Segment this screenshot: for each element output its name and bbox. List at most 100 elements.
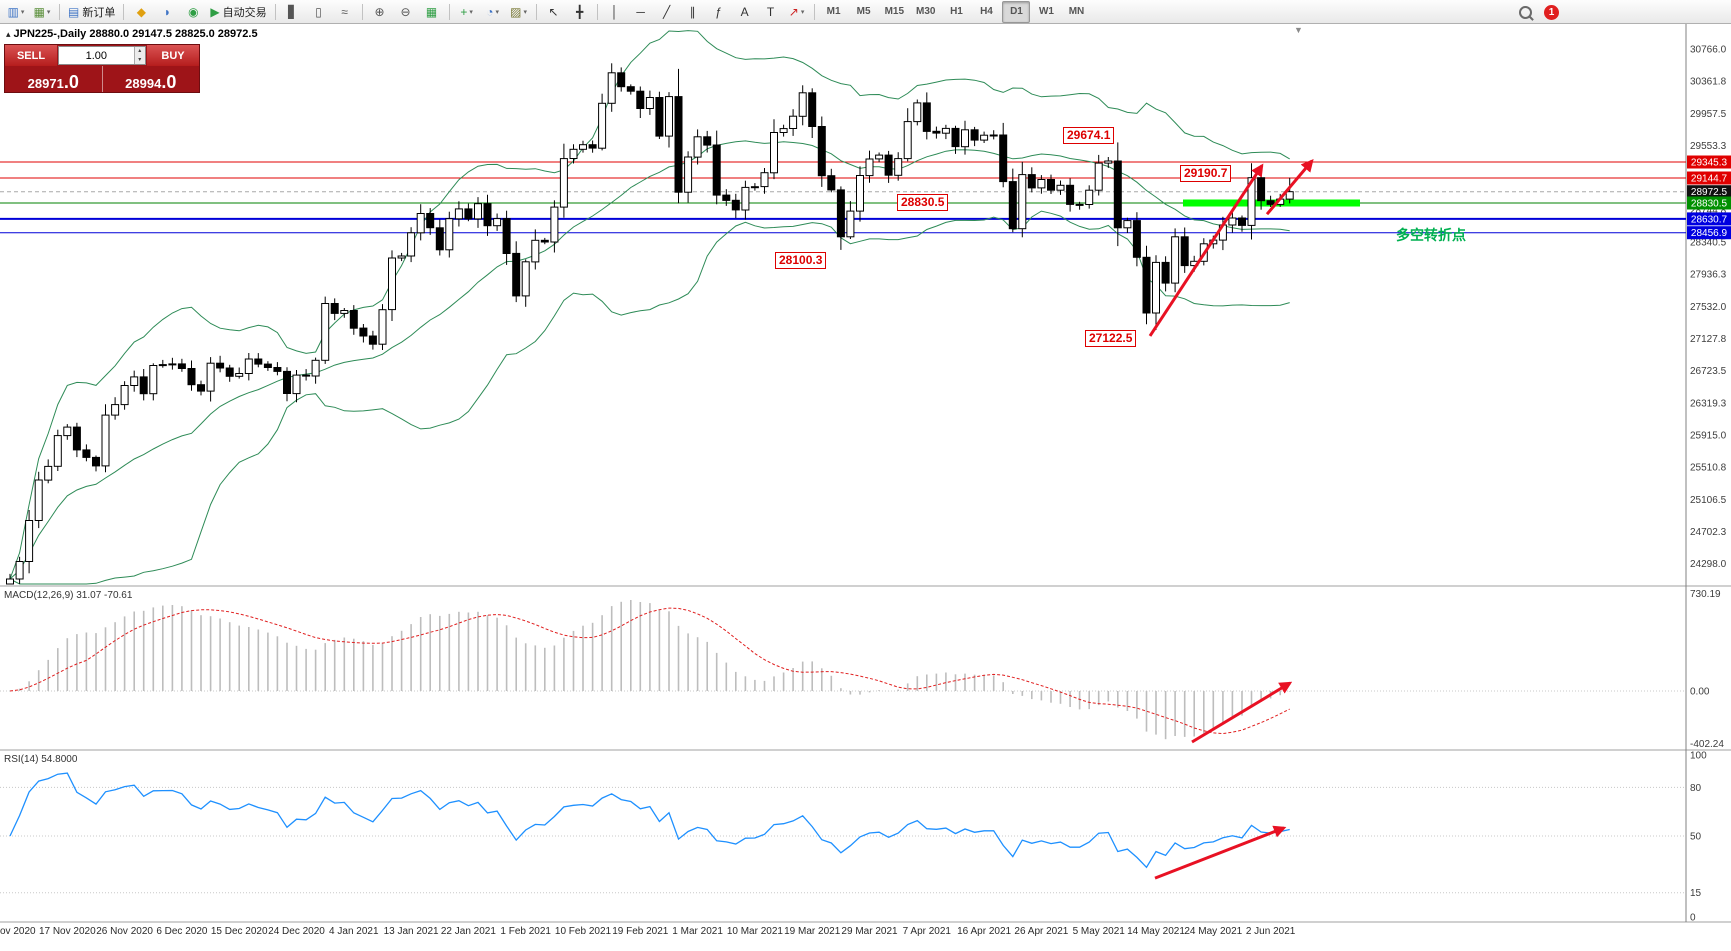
- auto-trading-button[interactable]: ▶ 自动交易: [207, 1, 269, 23]
- volume-spinner: ▴ ▾: [133, 47, 145, 64]
- fibonacci-button[interactable]: ƒ: [707, 1, 731, 23]
- timeframe-mn-button[interactable]: MN: [1068, 6, 1085, 17]
- svg-text:730.19: 730.19: [1690, 589, 1721, 600]
- periods-icon: ◔: [486, 4, 494, 19]
- new-chart-button[interactable]: ▥ ▾: [4, 1, 28, 23]
- tile-windows-icon: ▦: [425, 4, 438, 19]
- candlesticks: [6, 63, 1294, 585]
- label-icon: T: [766, 4, 775, 19]
- zoom-out-button[interactable]: ⊖: [394, 1, 418, 23]
- insert-indicator-button[interactable]: + ▾: [455, 1, 479, 23]
- auto-trading-button-label: 自动交易: [222, 6, 267, 19]
- toolbar: ▥ ▾ ▦ ▾ ▤ 新订单 ◆ ◗ ◉ ▶ 自动交易 ▋ ▯ ≈ ⊕ ⊖ ▦ + ▾ ◔ ▾ ▨ ▾ ↖ ╋ │ ─ ╱ ∥ ƒ A T ↗ ▾ M…: [0, 0, 1731, 24]
- timeframe-m15-button[interactable]: M15: [884, 6, 905, 17]
- cursor-icon: ↖: [548, 4, 559, 19]
- bar-chart-type-icon: ▋: [287, 4, 298, 19]
- mql5-icon[interactable]: ◉: [181, 1, 205, 23]
- sell-button[interactable]: SELL: [5, 45, 57, 66]
- sell-price-sup: .0: [63, 72, 79, 92]
- volume-down-button[interactable]: ▾: [134, 55, 145, 64]
- svg-text:80: 80: [1690, 783, 1702, 794]
- volume-up-button[interactable]: ▴: [134, 47, 145, 56]
- timeframe-m1-button[interactable]: M1: [826, 6, 841, 17]
- timeframe-d1-button[interactable]: D1: [1002, 0, 1031, 23]
- svg-text:17 Nov 2020: 17 Nov 2020: [39, 926, 96, 937]
- label-button[interactable]: T: [759, 1, 783, 23]
- zoom-in-button[interactable]: ⊕: [368, 1, 392, 23]
- svg-text:24702.3: 24702.3: [1690, 527, 1727, 538]
- timeframe-m30-button[interactable]: M30: [916, 6, 936, 17]
- timeframe-h4-button[interactable]: H4: [980, 6, 993, 17]
- buy-price[interactable]: 28994 .0: [101, 66, 200, 92]
- new-order-button[interactable]: ▤ 新订单: [65, 1, 118, 23]
- price-axis[interactable]: 30766.030361.829957.529553.329149.028744…: [1687, 45, 1731, 571]
- svg-text:13 Jan 2021: 13 Jan 2021: [384, 926, 439, 937]
- toolbar-separator: [59, 3, 60, 20]
- sell-price[interactable]: 28971 .0: [5, 66, 102, 92]
- price-annotation: 29674.1: [1063, 127, 1115, 144]
- trendline-button[interactable]: ╱: [655, 1, 679, 23]
- shapes-icon: ↗: [788, 4, 799, 19]
- vertical-line-button[interactable]: │: [603, 1, 627, 23]
- line-chart-type-icon: ≈: [341, 4, 348, 19]
- tile-windows-button[interactable]: ▦: [420, 1, 444, 23]
- timeframe-m5-button[interactable]: M5: [856, 6, 871, 17]
- periods-button[interactable]: ◔ ▾: [481, 1, 505, 23]
- svg-text:22 Jan 2021: 22 Jan 2021: [441, 926, 496, 937]
- svg-text:26723.5: 26723.5: [1690, 366, 1727, 377]
- market-icon[interactable]: ◆: [129, 1, 153, 23]
- svg-text:29144.7: 29144.7: [1691, 174, 1728, 185]
- buy-button[interactable]: BUY: [147, 45, 199, 66]
- timeframe-h1-button[interactable]: H1: [950, 6, 963, 17]
- svg-text:29957.5: 29957.5: [1690, 109, 1727, 120]
- svg-text:27127.8: 27127.8: [1690, 334, 1727, 345]
- bar-chart-type-button[interactable]: ▋: [281, 1, 305, 23]
- svg-text:2 Jun 2021: 2 Jun 2021: [1246, 926, 1296, 937]
- timeframe-w1-button[interactable]: W1: [1038, 6, 1054, 17]
- svg-text:28340.5: 28340.5: [1690, 238, 1727, 249]
- candlestick-type-button[interactable]: ▯: [307, 1, 331, 23]
- community-icon-icon: ◗: [163, 4, 171, 19]
- cursor-button[interactable]: ↖: [542, 1, 566, 23]
- svg-text:50: 50: [1690, 832, 1702, 843]
- line-chart-type-button[interactable]: ≈: [333, 1, 357, 23]
- search-icon[interactable]: [1519, 5, 1532, 19]
- community-icon[interactable]: ◗: [155, 1, 179, 23]
- svg-text:28972.5: 28972.5: [1691, 187, 1728, 198]
- svg-text:30766.0: 30766.0: [1690, 45, 1727, 56]
- chevron-down-icon: ▾: [523, 8, 527, 16]
- new-chart-icon: ▥: [7, 4, 19, 19]
- chart-shift-marker[interactable]: ▼: [1294, 25, 1303, 35]
- text-button[interactable]: A: [733, 1, 757, 23]
- crosshair-button[interactable]: ╋: [568, 1, 592, 23]
- toolbar-separator: [448, 3, 450, 20]
- chevron-down-icon: ▾: [20, 8, 25, 16]
- volume-input[interactable]: [59, 47, 134, 64]
- notification-badge[interactable]: 1: [1544, 4, 1559, 20]
- buy-price-main: 28994: [125, 76, 162, 91]
- toolbar-separator: [813, 3, 815, 20]
- svg-text:26 Apr 2021: 26 Apr 2021: [1014, 926, 1068, 937]
- zoom-out-icon: ⊖: [400, 4, 411, 19]
- templates-button[interactable]: ▨ ▾: [507, 1, 531, 23]
- svg-text:29553.3: 29553.3: [1690, 141, 1727, 152]
- channel-button[interactable]: ∥: [681, 1, 705, 23]
- chart-profiles-button[interactable]: ▦ ▾: [30, 1, 54, 23]
- candlestick-type-icon: ▯: [315, 4, 322, 19]
- horizontal-line-button[interactable]: ─: [629, 1, 653, 23]
- chevron-down-icon: ▾: [495, 8, 499, 16]
- new-order-button-label: 新订单: [82, 6, 116, 19]
- svg-text:7 Apr 2021: 7 Apr 2021: [903, 926, 952, 937]
- toolbar-separator: [596, 3, 598, 20]
- trendline-icon: ╱: [662, 4, 671, 19]
- svg-text:29 Mar 2021: 29 Mar 2021: [841, 926, 898, 937]
- price-annotation: 28830.5: [897, 194, 949, 211]
- vertical-line-icon: │: [610, 4, 619, 19]
- svg-text:28630.7: 28630.7: [1691, 214, 1728, 225]
- toolbar-separator: [274, 3, 276, 20]
- svg-text:16 Apr 2021: 16 Apr 2021: [957, 926, 1011, 937]
- insert-indicator-icon: +: [460, 4, 468, 19]
- shapes-button[interactable]: ↗ ▾: [785, 1, 809, 23]
